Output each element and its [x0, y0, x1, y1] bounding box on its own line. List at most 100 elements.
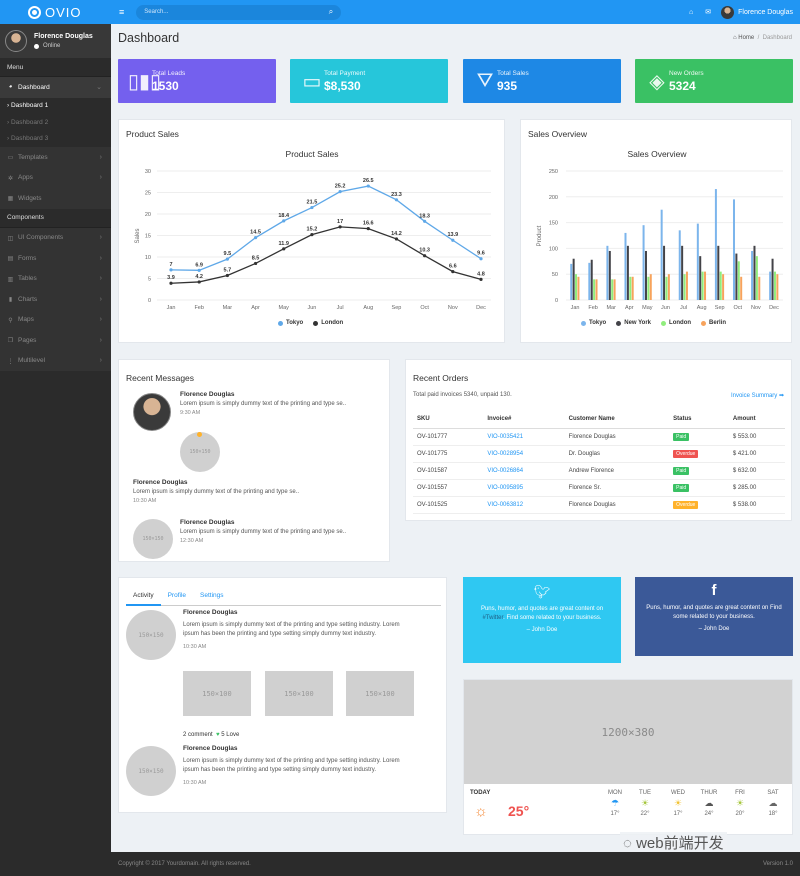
- grid-icon: ▦: [7, 196, 14, 203]
- data-point: [423, 254, 427, 258]
- sidebar-item-dashboard[interactable]: ◕ Dashboard ⌄: [0, 77, 111, 98]
- stat-value: 5324: [669, 78, 696, 93]
- sidebar-subitem-dashboard-1[interactable]: › Dashboard 1: [0, 97, 111, 114]
- message-text: Lorem ipsum is simply dummy text of the …: [180, 529, 347, 535]
- table-row[interactable]: OV-101525 VIO-0063812 Florence Douglas Over…: [413, 496, 785, 514]
- love-count[interactable]: 5 Love: [221, 732, 240, 738]
- stat-card-sales[interactable]: ⛛ Total Sales 935: [463, 59, 621, 103]
- breadcrumb-home[interactable]: Home: [738, 35, 755, 41]
- legend-tokyo[interactable]: Tokyo: [278, 320, 303, 326]
- table-icon: ▥: [7, 276, 14, 283]
- table-row[interactable]: OV-101587 VIO-0026864 Andrew Florence Paid $…: [413, 462, 785, 480]
- stat-value: 1530: [152, 78, 179, 93]
- sidebar-item-tables[interactable]: ▥ Tables ›: [0, 268, 111, 289]
- app-logo[interactable]: OVIO: [0, 0, 111, 24]
- sidebar-item-charts[interactable]: ▮ Charts ›: [0, 289, 111, 310]
- sidebar-item-maps[interactable]: ⚲ Maps ›: [0, 309, 111, 330]
- sidebar-item-apps[interactable]: ✲ Apps ›: [0, 167, 111, 188]
- data-label: 9.5: [224, 251, 232, 257]
- legend-new-york[interactable]: New York: [616, 320, 651, 326]
- activity-thumbnail[interactable]: 150×100: [183, 671, 251, 716]
- tab-profile[interactable]: Profile: [167, 592, 187, 599]
- legend-berlin[interactable]: Berlin: [701, 320, 726, 326]
- sku-cell: OV-101587: [413, 462, 484, 480]
- table-row[interactable]: OV-101777 VIO-0035421 Florence Douglas Paid…: [413, 428, 785, 446]
- stat-card-orders[interactable]: ◈ New Orders 5324: [635, 59, 793, 103]
- activity-thumbnail[interactable]: 150×100: [346, 671, 414, 716]
- menu-toggle-icon[interactable]: ≡: [119, 7, 125, 17]
- tab-settings[interactable]: Settings: [200, 592, 224, 599]
- sales-overview-legend: Tokyo New York London Berlin: [581, 320, 726, 326]
- sidebar-item-label: Templates: [18, 153, 48, 161]
- search-input[interactable]: Search... ⌕: [136, 4, 342, 20]
- sidebar-item-ui-components[interactable]: ◫ UI Components ›: [0, 227, 111, 248]
- legend-tokyo[interactable]: Tokyo: [581, 320, 606, 326]
- sidebar-subitem-dashboard-2[interactable]: › Dashboard 2: [0, 114, 111, 131]
- sidebar-subitem-dashboard-3[interactable]: › Dashboard 3: [0, 130, 111, 147]
- day-label: MON: [608, 790, 622, 796]
- home-icon[interactable]: ⌂: [689, 8, 694, 16]
- data-point: [394, 237, 399, 241]
- stat-card-payment[interactable]: ▭ Total Payment $8,530: [290, 59, 448, 103]
- invoice-link[interactable]: VIO-0095895: [483, 479, 565, 497]
- activity-thumbnail[interactable]: 150×100: [265, 671, 333, 716]
- chart-icon: ▮: [8, 297, 13, 304]
- facebook-icon[interactable]: f: [711, 582, 717, 599]
- status-badge: Paid: [673, 483, 690, 492]
- message-item[interactable]: Florence Douglas Lorem ipsum is simply d…: [180, 519, 380, 544]
- table-row[interactable]: OV-101557 VIO-0095895 Florence Sr. Paid $ 28…: [413, 479, 785, 497]
- sidebar-item-forms[interactable]: ▤ Forms ›: [0, 248, 111, 269]
- search-icon[interactable]: ⌕: [328, 7, 334, 16]
- watermark: ◌ web前端开发: [620, 832, 727, 853]
- message-item[interactable]: Florence Douglas Lorem ipsum is simply d…: [133, 479, 383, 504]
- data-label: 15.2: [307, 227, 318, 233]
- sidebar-item-widgets[interactable]: ▦ Widgets: [0, 188, 111, 209]
- data-label: 26.5: [363, 178, 374, 184]
- activity-avatar-placeholder: 150×150: [126, 746, 176, 796]
- bar-berlin: [595, 279, 598, 300]
- data-label: 25.2: [335, 184, 346, 190]
- day-temp: 17°: [610, 811, 620, 817]
- twitter-hashtag-link[interactable]: #Twitter: [482, 615, 504, 621]
- activity-item: Florence Douglas Lorem ipsum is simply d…: [183, 609, 408, 650]
- comment-count[interactable]: 2 comment: [183, 732, 213, 738]
- data-label: 4.8: [477, 271, 485, 277]
- table-row[interactable]: OV-101775 VIO-0028954 Dr. Douglas Overdue $ …: [413, 445, 785, 463]
- legend-london[interactable]: London: [313, 320, 343, 326]
- table-header-row: SKU Invoice# Customer Name Status Amount: [413, 411, 785, 429]
- topbar-user-name[interactable]: Florence Douglas: [738, 8, 793, 16]
- legend-london[interactable]: London: [661, 320, 691, 326]
- activity-author[interactable]: Florence Douglas: [183, 609, 238, 616]
- product-sales-chart: Product Sales Sales 0 5 10 15 20 25 30 Jan Feb Ma…: [135, 149, 491, 311]
- stat-label: Total Payment: [324, 69, 366, 77]
- data-point: [282, 219, 286, 223]
- sidebar-profile[interactable]: Florence Douglas Online: [0, 24, 111, 58]
- invoice-link[interactable]: VIO-0035421: [483, 428, 565, 446]
- y-tick-label: 5: [148, 277, 151, 283]
- chevron-right-icon: ›: [99, 153, 102, 161]
- message-item[interactable]: Florence Douglas Lorem ipsum is simply d…: [180, 391, 380, 416]
- x-tick-label: Jul: [337, 305, 344, 311]
- envelope-icon[interactable]: ✉: [705, 9, 712, 16]
- data-label: 18.4: [278, 213, 290, 219]
- activity-author[interactable]: Florence Douglas: [183, 745, 238, 752]
- invoice-link[interactable]: VIO-0063812: [483, 496, 565, 514]
- tab-activity[interactable]: Activity: [126, 589, 161, 606]
- home-icon: ⌂: [732, 35, 737, 41]
- dashboard-icon: ◕: [8, 84, 13, 91]
- invoice-link[interactable]: VIO-0026864: [483, 462, 565, 480]
- twitter-icon[interactable]: 🐦︎: [533, 584, 551, 599]
- sidebar-item-label: Charts: [18, 295, 38, 303]
- chevron-right-icon: ›: [99, 174, 102, 182]
- sidebar-item-multilevel[interactable]: ⋮ Multilevel ›: [0, 350, 111, 371]
- data-point: [394, 198, 399, 202]
- recent-messages-card: Recent Messages Florence Douglas Lorem i…: [118, 359, 390, 562]
- sidebar-item-templates[interactable]: ▭ Templates ›: [0, 147, 111, 168]
- invoice-summary-link[interactable]: Invoice Summary ➡: [730, 393, 784, 399]
- sidebar-item-pages[interactable]: ❐ Pages ›: [0, 330, 111, 351]
- topbar-avatar[interactable]: [721, 5, 735, 19]
- invoice-link[interactable]: VIO-0028954: [483, 445, 565, 463]
- stat-card-leads[interactable]: ▯▮▯ Total Leads 1530: [118, 59, 276, 103]
- legend-label: New York: [624, 320, 652, 326]
- product-sales-legend: Tokyo London: [278, 320, 343, 326]
